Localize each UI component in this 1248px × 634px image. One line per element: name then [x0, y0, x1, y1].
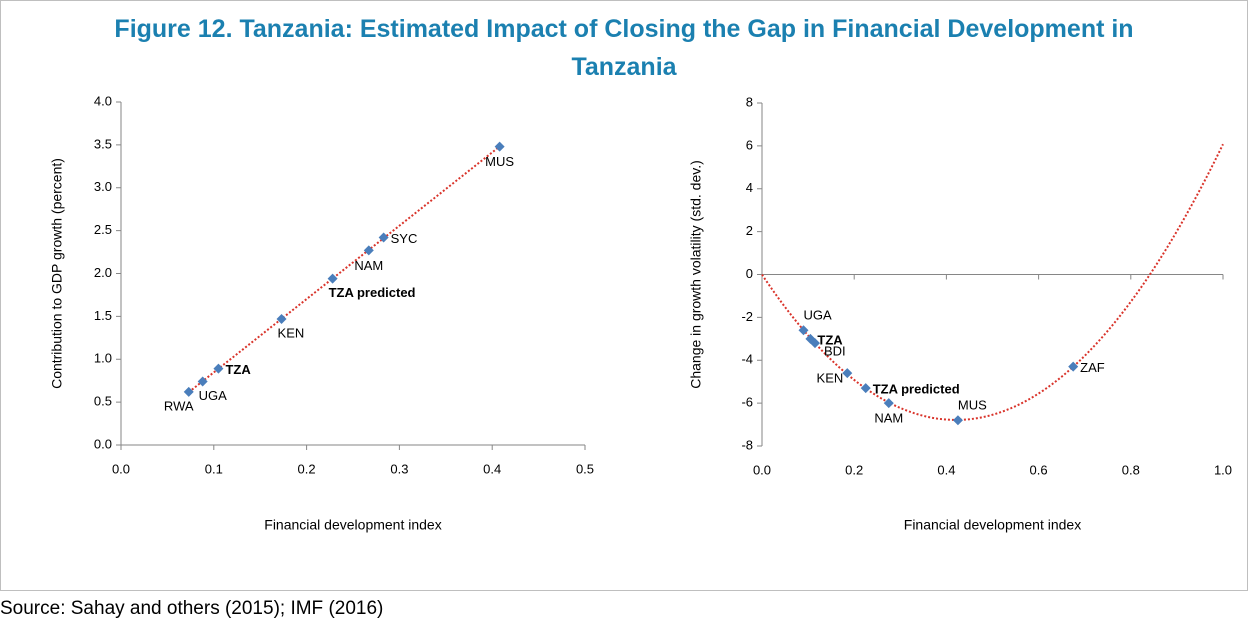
frame	[0, 0, 1248, 591]
x-tick-label: 0.0	[112, 461, 130, 476]
x-tick-label: 1.0	[1214, 462, 1232, 477]
point-label: NAM	[354, 258, 383, 273]
x-axis-title: Financial development index	[264, 517, 441, 533]
data-point	[213, 363, 224, 374]
data-point	[883, 398, 894, 409]
y-tick-label: -6	[741, 395, 753, 410]
y-axis-title: Change in growth volatility (std. dev.)	[688, 160, 704, 389]
y-tick-label: -4	[741, 352, 753, 367]
figure-title: Figure 12. Tanzania: Estimated Impact of…	[114, 15, 1133, 81]
y-tick-label: 3.5	[94, 136, 112, 151]
x-tick-label: 0.2	[845, 462, 863, 477]
y-tick-label: 6	[746, 137, 753, 152]
point-label: MUS	[958, 398, 987, 413]
point-label: TZA predicted	[329, 285, 416, 300]
y-tick-label: 1.5	[94, 308, 112, 323]
x-tick-label: 0.6	[1030, 462, 1048, 477]
point-label: TZA	[225, 362, 251, 377]
data-point	[842, 368, 853, 379]
x-tick-label: 0.4	[937, 462, 955, 477]
y-tick-label: 0	[746, 266, 753, 281]
y-tick-label: 2.5	[94, 222, 112, 237]
point-label: UGA	[199, 388, 228, 403]
data-point	[952, 415, 963, 426]
x-tick-label: 0.3	[390, 461, 408, 476]
y-tick-label: 4	[746, 180, 753, 195]
point-label: KEN	[817, 371, 844, 386]
data-point	[798, 325, 809, 336]
data-point	[378, 232, 389, 243]
x-axis-title: Financial development index	[904, 517, 1081, 533]
x-tick-label: 0.2	[298, 461, 316, 476]
data-point	[494, 141, 505, 152]
y-tick-label: 4.0	[94, 93, 112, 108]
point-label: MUS	[485, 154, 514, 169]
x-tick-label: 0.0	[753, 462, 771, 477]
x-tick-label: 0.8	[1122, 462, 1140, 477]
data-point	[276, 313, 287, 324]
trendline	[761, 143, 1224, 421]
y-tick-label: 2	[746, 223, 753, 238]
data-point	[1068, 361, 1079, 372]
y-tick-label: -2	[741, 309, 753, 324]
y-tick-label: 1.0	[94, 351, 112, 366]
point-label: SYC	[391, 231, 418, 246]
y-tick-label: 2.0	[94, 265, 112, 280]
y-tick-label: 0.0	[94, 436, 112, 451]
point-label: BDI	[824, 344, 846, 359]
point-label: ZAF	[1080, 360, 1105, 375]
data-point	[197, 376, 208, 387]
point-label: UGA	[803, 308, 832, 323]
point-label: NAM	[874, 411, 903, 426]
data-point	[363, 245, 374, 256]
y-tick-label: -8	[741, 437, 753, 452]
x-tick-label: 0.5	[576, 461, 594, 476]
y-tick-label: 3.0	[94, 179, 112, 194]
y-axis-title: Contribution to GDP growth (percent)	[49, 158, 65, 389]
point-label: TZA predicted	[873, 382, 960, 397]
data-point	[810, 338, 821, 349]
data-point	[860, 383, 871, 394]
x-tick-label: 0.4	[483, 461, 501, 476]
point-label: KEN	[278, 325, 305, 340]
point-label: RWA	[164, 398, 194, 413]
x-tick-label: 0.1	[205, 461, 223, 476]
y-tick-label: 0.5	[94, 394, 112, 409]
source-note: Source: Sahay and others (2015); IMF (20…	[0, 598, 383, 619]
y-tick-label: 8	[746, 94, 753, 109]
data-point	[327, 273, 338, 284]
point-label: TZA	[817, 332, 843, 347]
trendline	[188, 145, 501, 393]
data-point	[183, 386, 194, 397]
